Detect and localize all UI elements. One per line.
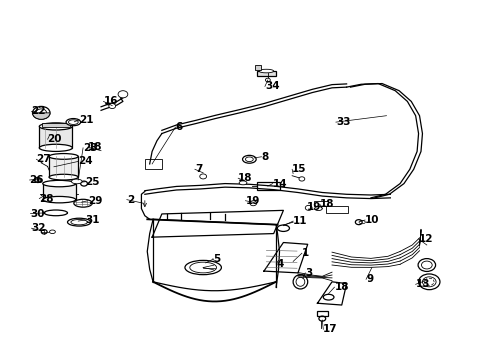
Ellipse shape — [44, 210, 67, 216]
Text: 21: 21 — [79, 115, 94, 125]
Bar — [257, 182, 280, 190]
Text: 27: 27 — [36, 154, 51, 164]
Ellipse shape — [277, 225, 289, 231]
Ellipse shape — [292, 275, 307, 289]
Text: 14: 14 — [272, 179, 287, 189]
Circle shape — [265, 78, 270, 82]
Ellipse shape — [68, 120, 78, 125]
Text: 16: 16 — [103, 96, 118, 107]
Text: 6: 6 — [175, 122, 183, 132]
Ellipse shape — [239, 181, 246, 185]
Text: 18: 18 — [238, 173, 252, 183]
Text: 23: 23 — [83, 143, 98, 153]
Circle shape — [249, 201, 256, 206]
Ellipse shape — [323, 294, 333, 300]
Circle shape — [32, 107, 50, 119]
Ellipse shape — [314, 207, 322, 211]
Circle shape — [355, 220, 362, 225]
Circle shape — [421, 261, 431, 269]
Ellipse shape — [42, 197, 76, 203]
Circle shape — [318, 316, 325, 321]
Bar — [144, 158, 162, 168]
Circle shape — [118, 91, 127, 98]
Circle shape — [422, 277, 435, 287]
Text: 33: 33 — [335, 117, 350, 127]
Bar — [313, 202, 327, 206]
Circle shape — [418, 274, 439, 290]
Circle shape — [81, 181, 87, 186]
Circle shape — [305, 205, 311, 210]
Text: 22: 22 — [31, 107, 46, 116]
Ellipse shape — [39, 123, 72, 130]
Ellipse shape — [71, 220, 87, 225]
Text: 7: 7 — [195, 164, 202, 174]
Text: 1: 1 — [301, 248, 308, 258]
Circle shape — [298, 177, 304, 181]
Text: 17: 17 — [323, 324, 337, 334]
Text: 29: 29 — [88, 196, 102, 206]
Ellipse shape — [184, 260, 221, 275]
Ellipse shape — [295, 277, 304, 286]
Ellipse shape — [71, 179, 82, 184]
Text: 25: 25 — [85, 177, 100, 187]
Text: 18: 18 — [319, 199, 334, 209]
Circle shape — [34, 177, 41, 183]
Text: 12: 12 — [418, 234, 432, 244]
Text: 11: 11 — [292, 216, 307, 226]
Ellipse shape — [74, 199, 92, 207]
Ellipse shape — [67, 218, 91, 226]
Text: 8: 8 — [261, 152, 268, 162]
Ellipse shape — [39, 144, 72, 152]
Circle shape — [41, 230, 47, 234]
Text: 9: 9 — [366, 274, 372, 284]
Circle shape — [200, 174, 206, 179]
Ellipse shape — [245, 157, 253, 162]
Text: 18: 18 — [334, 282, 348, 292]
Text: 19: 19 — [306, 202, 321, 212]
Bar — [41, 123, 70, 127]
Circle shape — [417, 258, 435, 271]
Circle shape — [36, 109, 46, 117]
Bar — [49, 157, 78, 177]
Bar — [42, 184, 76, 200]
Text: 13: 13 — [415, 279, 429, 289]
Ellipse shape — [242, 156, 256, 163]
Text: 4: 4 — [276, 259, 283, 269]
Text: 2: 2 — [126, 195, 134, 204]
Text: 19: 19 — [245, 196, 259, 206]
Ellipse shape — [66, 118, 81, 126]
Text: 31: 31 — [85, 215, 100, 225]
Circle shape — [109, 104, 116, 109]
Text: 26: 26 — [30, 175, 44, 185]
Ellipse shape — [42, 180, 76, 187]
Text: 15: 15 — [291, 164, 306, 174]
Text: 32: 32 — [31, 223, 46, 233]
Bar — [325, 206, 347, 213]
Ellipse shape — [189, 262, 216, 273]
Ellipse shape — [49, 174, 78, 180]
Ellipse shape — [49, 230, 55, 234]
Ellipse shape — [259, 69, 273, 73]
Text: 18: 18 — [88, 142, 102, 152]
Wedge shape — [32, 113, 50, 119]
Text: 24: 24 — [78, 157, 93, 166]
Bar — [316, 311, 327, 316]
Text: 20: 20 — [47, 134, 62, 144]
Bar — [39, 126, 72, 148]
Text: 30: 30 — [30, 208, 45, 219]
Bar — [255, 64, 261, 70]
Text: 34: 34 — [264, 81, 279, 91]
Text: 3: 3 — [305, 268, 312, 278]
Text: 28: 28 — [39, 194, 54, 203]
Bar — [256, 71, 276, 76]
Text: 10: 10 — [365, 215, 379, 225]
Ellipse shape — [49, 154, 78, 159]
Text: 5: 5 — [212, 254, 220, 264]
